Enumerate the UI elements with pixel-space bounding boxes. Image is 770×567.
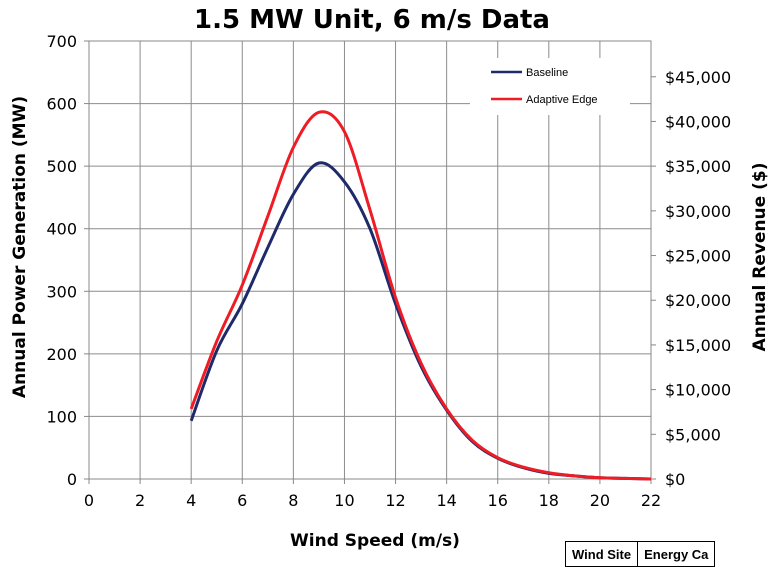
x-tick-label: 16 [488,491,508,510]
y2-tick-label: $20,000 [665,291,731,310]
x-axis-label: Wind Speed (m/s) [290,531,460,551]
x-tick-label: 12 [385,491,405,510]
chart-title: 1.5 MW Unit, 6 m/s Data [194,5,550,35]
series-line-baseline [189,161,652,481]
x-tick-label: 14 [436,491,456,510]
y-tick-label: 300 [46,282,77,301]
legend: Baseline Adaptive Edge [470,58,630,115]
series-lines [189,110,652,481]
plot-frame [88,40,652,480]
table-header-row: Wind Site Energy Ca [564,541,716,567]
y2-tick-label: $40,000 [665,112,731,131]
x-tick-label: 4 [186,491,196,510]
x-tick-label: 6 [237,491,247,510]
x-tick-label: 22 [641,491,661,510]
table-header-wind-site: Wind Site [564,541,639,567]
y-tick-label: 200 [46,345,77,364]
y2-tick-label: $45,000 [665,68,731,87]
legend-label-adaptive-edge: Adaptive Edge [526,94,598,106]
x-tick-label: 2 [135,491,145,510]
y2-axis-ticks: $0 $5,000 $10,000 $15,000 $20,000 $25,000 $30,… [651,68,731,489]
legend-label-baseline: Baseline [526,67,568,79]
x-tick-label: 18 [539,491,559,510]
table-header-energy-capture: Energy Ca [637,541,716,567]
y2-axis-label: Annual Revenue ($) [750,163,770,352]
legend-box [470,58,630,115]
x-tick-label: 0 [84,491,94,510]
y-axis-label: Annual Power Generation (MW) [10,96,30,398]
y2-tick-label: $30,000 [665,202,731,221]
y2-tick-label: $15,000 [665,336,731,355]
y2-tick-label: $25,000 [665,247,731,266]
y2-tick-label: $10,000 [665,381,731,400]
y-axis-ticks: 0 100 200 300 400 500 600 700 [46,32,89,489]
y-tick-label: 0 [67,470,77,489]
x-tick-label: 20 [590,491,610,510]
data-table-fragment: Wind Site Energy Ca [564,541,716,567]
y2-tick-label: $35,000 [665,157,731,176]
y-tick-label: 400 [46,220,77,239]
series-line-adaptive-edge [189,110,652,481]
y2-tick-label: $0 [665,470,685,489]
x-axis-ticks: 0 2 4 6 8 10 12 14 16 18 20 22 [84,479,661,510]
y-tick-label: 600 [46,95,77,114]
x-tick-label: 8 [288,491,298,510]
y2-tick-label: $5,000 [665,425,721,444]
y-tick-label: 100 [46,407,77,426]
y-tick-label: 700 [46,32,77,51]
x-tick-label: 10 [334,491,354,510]
y-tick-label: 500 [46,157,77,176]
